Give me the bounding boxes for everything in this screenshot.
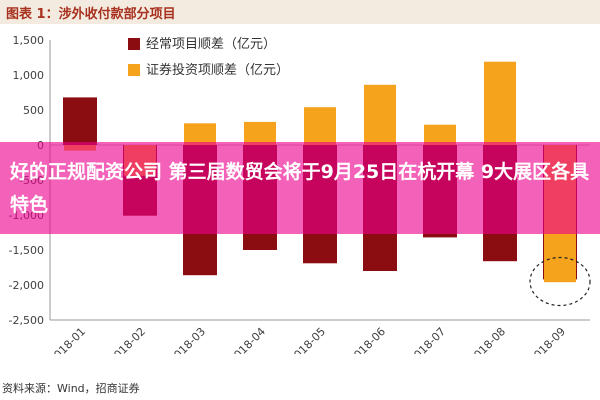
y-tick-label: -2,000 bbox=[9, 279, 44, 292]
bar-current-account bbox=[63, 97, 97, 145]
annotation-circle bbox=[529, 256, 591, 307]
x-tick-label: 2018-06 bbox=[346, 325, 388, 354]
y-tick-label: -1,500 bbox=[9, 244, 44, 257]
x-tick-label: 2018-05 bbox=[286, 325, 328, 354]
x-tick-label: 2018-04 bbox=[226, 325, 268, 354]
legend-label-securities: 证券投资项顺差（亿元） bbox=[146, 62, 289, 78]
headline-text[interactable]: 好的正规配资公司 第三届数贸会将于9月25日在杭开幕 9大展区各具特色 bbox=[10, 161, 590, 216]
legend-label-current-account: 经常项目顺差（亿元） bbox=[146, 37, 276, 52]
figure-title: 图表 1：涉外收付款部分项目 bbox=[6, 7, 176, 22]
bar-securities bbox=[484, 61, 516, 146]
y-tick-label: -2,500 bbox=[9, 314, 44, 327]
x-tick-label: 2018-03 bbox=[166, 325, 208, 354]
figure-title-bar: 图表 1：涉外收付款部分项目 bbox=[0, 0, 600, 24]
y-tick-label: 500 bbox=[23, 104, 44, 117]
bar-securities bbox=[424, 124, 456, 145]
legend-swatch-current-account bbox=[128, 38, 140, 50]
y-tick-label: 1,000 bbox=[13, 69, 45, 82]
source-note: 资料来源：Wind，招商证券 bbox=[2, 382, 140, 395]
legend-swatch-securities bbox=[128, 64, 140, 76]
x-tick-label: 2018-08 bbox=[466, 325, 508, 354]
headline-overlay[interactable]: 好的正规配资公司 第三届数贸会将于9月25日在杭开幕 9大展区各具特色 bbox=[0, 142, 600, 234]
bar-securities bbox=[364, 84, 396, 145]
bar-securities bbox=[184, 123, 216, 145]
x-tick-label: 2018-07 bbox=[406, 325, 448, 354]
bar-securities bbox=[244, 121, 276, 145]
x-tick-label: 2018-01 bbox=[46, 325, 88, 354]
y-tick-label: 1,500 bbox=[13, 34, 45, 47]
x-tick-label: 2018-09 bbox=[526, 325, 568, 354]
bar-securities bbox=[304, 107, 336, 145]
x-tick-label: 2018-02 bbox=[106, 325, 148, 354]
